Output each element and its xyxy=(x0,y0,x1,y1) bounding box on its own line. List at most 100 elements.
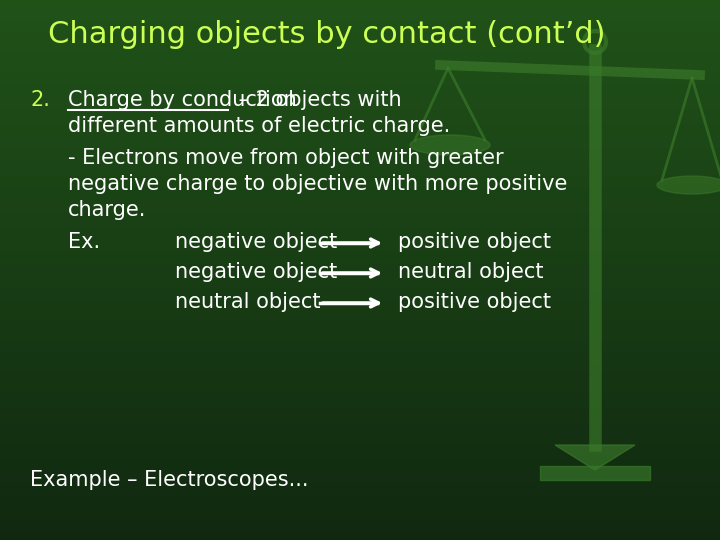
Text: Example – Electroscopes...: Example – Electroscopes... xyxy=(30,470,308,490)
Bar xyxy=(0,11,720,14)
Bar xyxy=(0,529,720,532)
Bar xyxy=(0,424,720,427)
Bar xyxy=(0,462,720,464)
Bar xyxy=(0,386,720,389)
Bar xyxy=(0,38,720,40)
Text: Ex.: Ex. xyxy=(68,232,100,252)
Bar xyxy=(0,43,720,46)
Bar xyxy=(0,456,720,459)
Bar xyxy=(0,364,720,367)
Bar xyxy=(0,464,720,467)
Bar xyxy=(0,22,720,24)
Bar xyxy=(0,143,720,146)
Bar xyxy=(0,211,720,213)
Bar xyxy=(0,370,720,373)
Bar xyxy=(0,94,720,97)
Bar xyxy=(0,491,720,494)
Bar xyxy=(0,405,720,408)
Bar xyxy=(0,508,720,510)
Bar xyxy=(0,176,720,178)
Bar xyxy=(0,14,720,16)
Bar xyxy=(0,502,720,505)
Bar xyxy=(0,238,720,240)
Text: negative object: negative object xyxy=(175,232,337,252)
Bar xyxy=(0,138,720,140)
Bar xyxy=(0,335,720,338)
Text: positive object: positive object xyxy=(398,292,551,312)
Bar xyxy=(0,146,720,148)
Bar xyxy=(0,197,720,200)
Bar xyxy=(0,332,720,335)
Bar xyxy=(0,532,720,535)
Bar xyxy=(0,173,720,176)
Bar xyxy=(0,254,720,256)
Bar xyxy=(0,389,720,392)
Bar xyxy=(0,130,720,132)
Bar xyxy=(0,100,720,103)
Bar xyxy=(0,0,720,3)
Bar xyxy=(0,256,720,259)
Bar xyxy=(0,500,720,502)
Bar xyxy=(0,343,720,346)
Bar xyxy=(0,73,720,76)
Bar xyxy=(0,113,720,116)
Bar xyxy=(0,27,720,30)
Bar xyxy=(0,246,720,248)
Text: neutral object: neutral object xyxy=(175,292,320,312)
Bar xyxy=(0,202,720,205)
Bar xyxy=(0,78,720,81)
Bar xyxy=(0,30,720,32)
Bar xyxy=(0,470,720,472)
Bar xyxy=(0,383,720,386)
Bar xyxy=(0,68,720,70)
Bar xyxy=(0,446,720,448)
Bar xyxy=(0,194,720,197)
Bar xyxy=(0,248,720,251)
Bar xyxy=(0,46,720,49)
Bar xyxy=(0,286,720,289)
Bar xyxy=(0,49,720,51)
Bar xyxy=(0,221,720,224)
Bar xyxy=(0,373,720,375)
Bar xyxy=(0,359,720,362)
Bar xyxy=(0,148,720,151)
Bar xyxy=(0,235,720,238)
Bar xyxy=(0,459,720,462)
Polygon shape xyxy=(555,445,635,470)
Bar xyxy=(0,329,720,332)
Bar xyxy=(0,294,720,297)
Bar xyxy=(0,243,720,246)
Bar xyxy=(0,227,720,229)
Bar xyxy=(0,448,720,451)
Bar xyxy=(0,437,720,440)
Bar xyxy=(0,5,720,8)
Bar xyxy=(0,316,720,319)
Bar xyxy=(0,481,720,483)
Bar xyxy=(0,251,720,254)
Bar xyxy=(0,510,720,513)
Bar xyxy=(0,516,720,518)
Bar xyxy=(0,526,720,529)
Bar xyxy=(0,86,720,89)
Bar xyxy=(0,435,720,437)
Bar xyxy=(0,105,720,108)
Bar xyxy=(0,122,720,124)
Text: Charging objects by contact (cont’d): Charging objects by contact (cont’d) xyxy=(48,20,606,49)
Bar xyxy=(0,178,720,181)
Bar xyxy=(0,151,720,154)
Bar xyxy=(0,103,720,105)
Bar xyxy=(0,3,720,5)
Bar xyxy=(0,59,720,62)
Bar xyxy=(0,346,720,348)
Bar xyxy=(0,224,720,227)
Bar xyxy=(0,402,720,405)
Bar xyxy=(0,381,720,383)
Bar xyxy=(0,416,720,418)
Bar xyxy=(0,397,720,400)
Text: Charge by conduction: Charge by conduction xyxy=(68,90,297,110)
Bar xyxy=(0,443,720,445)
Bar xyxy=(0,310,720,313)
Bar xyxy=(0,513,720,516)
Bar xyxy=(0,284,720,286)
Bar xyxy=(0,340,720,343)
